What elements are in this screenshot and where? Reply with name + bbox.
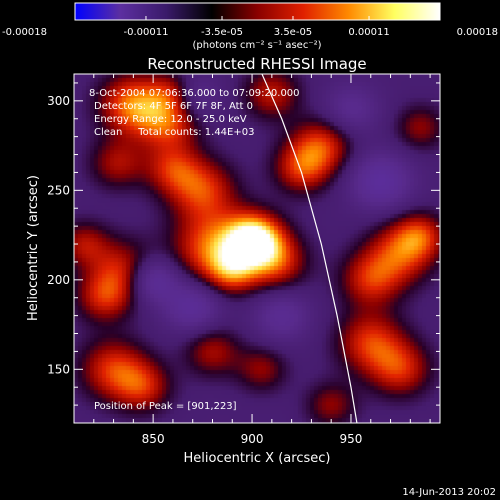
colorbar: -0.00018 -0.00011 -3.5e-05 3.5e-05 0.00011 0.… <box>2 2 498 51</box>
chart-title: Reconstructed RHESSI Image <box>147 55 366 73</box>
annotation-clean: Clean Total counts: 1.44E+03 <box>94 127 254 138</box>
solar-limb-curve <box>261 74 358 423</box>
heatmap-canvas <box>74 74 440 423</box>
x-tick-label: 850 <box>142 432 165 446</box>
y-tick-label: 250 <box>47 183 70 197</box>
colorbar-tick-label: 3.5e-05 <box>274 27 312 38</box>
colorbar-tick-label: -0.00018 <box>2 27 47 38</box>
colorbar-units: (photons cm⁻² s⁻¹ asec⁻²) <box>192 40 321 51</box>
x-tick-label: 950 <box>340 432 363 446</box>
annotation-peak: Position of Peak = [901,223] <box>94 401 237 412</box>
plot-area: 850 900 950 150 200 250 300 <box>47 73 441 446</box>
colorbar-ticks: -0.00018 -0.00011 -3.5e-05 3.5e-05 0.00011 0.… <box>2 16 498 38</box>
annotation-time: 8-Oct-2004 07:06:36.000 to 07:09:20.000 <box>89 88 300 99</box>
colorbar-tick-label: -3.5e-05 <box>201 27 243 38</box>
colorbar-tick-label: -0.00011 <box>123 27 168 38</box>
y-tick-label: 300 <box>47 94 70 108</box>
x-tick-label: 900 <box>241 432 264 446</box>
y-tick-label: 150 <box>47 362 70 376</box>
annotations: 8-Oct-2004 07:06:36.000 to 07:09:20.000 … <box>89 88 300 412</box>
annotation-energy: Energy Range: 12.0 - 25.0 keV <box>94 114 247 125</box>
axis-ticks: 850 900 950 150 200 250 300 <box>47 74 440 446</box>
annotation-detectors: Detectors: 4F 5F 6F 7F 8F, Att 0 <box>94 101 253 112</box>
colorbar-bar <box>74 2 441 21</box>
plot-frame <box>73 73 441 424</box>
x-axis-label: Heliocentric X (arcsec) <box>184 451 331 466</box>
colorbar-tick-label: 0.00018 <box>457 27 498 38</box>
colorbar-tick-label: 0.00011 <box>348 27 389 38</box>
heatmap-container <box>74 74 440 423</box>
y-tick-label: 200 <box>47 273 70 287</box>
y-axis-label: Heliocentric Y (arcsec) <box>26 175 41 321</box>
footer-timestamp: 14-Jun-2013 20:02 <box>402 487 496 498</box>
